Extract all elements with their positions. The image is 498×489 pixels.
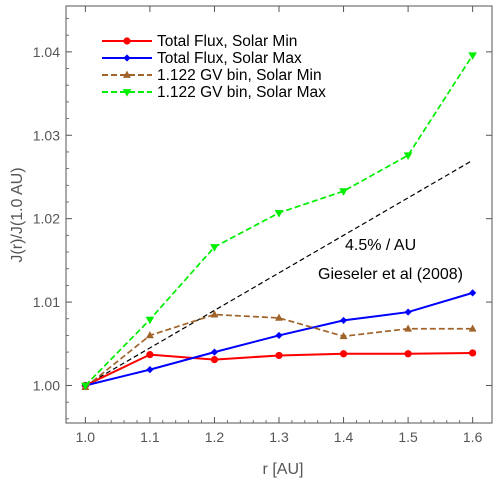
- data-point-1-122-gv-bin-solar-max: [468, 52, 477, 60]
- x-tick-label: 1.2: [205, 429, 225, 445]
- data-point-1-122-gv-bin-solar-max: [339, 188, 348, 196]
- series-layer: [81, 52, 477, 391]
- data-point-1-122-gv-bin-solar-max: [274, 209, 284, 218]
- legend-swatch-marker: [122, 89, 132, 97]
- x-tick-label: 1.5: [398, 429, 418, 445]
- legend-label: 1.122 GV bin, Solar Max: [157, 84, 326, 101]
- x-axis-label: r [AU]: [263, 461, 304, 478]
- y-tick-label: 1.04: [33, 44, 60, 60]
- data-point-1-122-gv-bin-solar-max: [403, 152, 413, 160]
- legend-item-1-122-gv-bin-solar-max: 1.122 GV bin, Solar Max: [102, 84, 326, 101]
- y-tick-label: 1.03: [33, 127, 60, 143]
- x-tick-label: 1.4: [334, 429, 354, 445]
- y-tick-label: 1.00: [33, 377, 60, 393]
- legend-item-total-flux-solar-min: Total Flux, Solar Min: [102, 33, 297, 50]
- data-point-total-flux-solar-max: [339, 316, 348, 325]
- legend-label: Total Flux, Solar Min: [157, 33, 297, 50]
- data-point-total-flux-solar-min: [275, 351, 283, 360]
- data-point-total-flux-solar-min: [146, 351, 154, 359]
- data-point-1-122-gv-bin-solar-min: [210, 310, 219, 318]
- data-point-1-122-gv-bin-solar-max: [210, 244, 219, 252]
- data-point-total-flux-solar-max: [146, 366, 154, 374]
- data-point-total-flux-solar-max: [210, 348, 219, 356]
- reference-trend-line: [85, 159, 473, 386]
- legend-swatch-marker: [123, 54, 131, 62]
- x-tick-label: 1.0: [76, 429, 96, 445]
- annotation-rate: 4.5% / AU: [345, 237, 416, 254]
- data-point-total-flux-solar-min: [339, 350, 348, 358]
- x-tick-label: 1.6: [463, 429, 483, 445]
- data-point-total-flux-solar-max: [275, 331, 283, 340]
- data-point-1-122-gv-bin-solar-max: [145, 316, 155, 325]
- data-point-total-flux-solar-min: [469, 349, 477, 357]
- data-point-1-122-gv-bin-solar-min: [468, 324, 477, 332]
- x-axis-ticks: 1.0 1.1 1.2 1.3 1.4 1.5 1.6: [76, 6, 483, 445]
- x-tick-label: 1.1: [140, 429, 160, 445]
- data-point-total-flux-solar-max: [404, 308, 412, 316]
- series-1-122-gv-bin-solar-min: [81, 310, 477, 391]
- x-tick-label: 1.3: [269, 429, 289, 445]
- y-axis-label: J(r)/J(1.0 AU): [9, 167, 26, 262]
- data-point-1-122-gv-bin-solar-min: [275, 313, 283, 321]
- y-tick-label: 1.01: [33, 294, 60, 310]
- y-tick-label: 1.02: [33, 211, 60, 227]
- legend-swatch-marker: [123, 37, 131, 45]
- legend-label: Total Flux, Solar Max: [157, 50, 302, 67]
- reference-line-layer: [85, 159, 473, 386]
- legend-item-1-122-gv-bin-solar-min: 1.122 GV bin, Solar Min: [102, 67, 322, 84]
- data-point-total-flux-solar-max: [469, 289, 477, 297]
- data-point-1-122-gv-bin-solar-min: [404, 324, 413, 332]
- data-point-total-flux-solar-min: [404, 350, 412, 358]
- data-point-1-122-gv-bin-solar-min: [339, 331, 348, 340]
- series-total-flux-solar-max: [81, 289, 477, 390]
- y-axis-ticks: 1.00 1.01 1.02 1.03 1.04: [33, 18, 492, 420]
- series-1-122-gv-bin-solar-max: [81, 52, 477, 391]
- data-point-total-flux-solar-min: [210, 356, 219, 364]
- legend-swatch-marker: [123, 70, 131, 78]
- data-point-1-122-gv-bin-solar-min: [145, 331, 154, 339]
- annotation-reference: Gieseler et al (2008): [318, 266, 463, 283]
- legend-item-total-flux-solar-max: Total Flux, Solar Max: [102, 50, 302, 67]
- legend-label: 1.122 GV bin, Solar Min: [157, 67, 322, 84]
- data-point-1-122-gv-bin-solar-max: [81, 382, 90, 391]
